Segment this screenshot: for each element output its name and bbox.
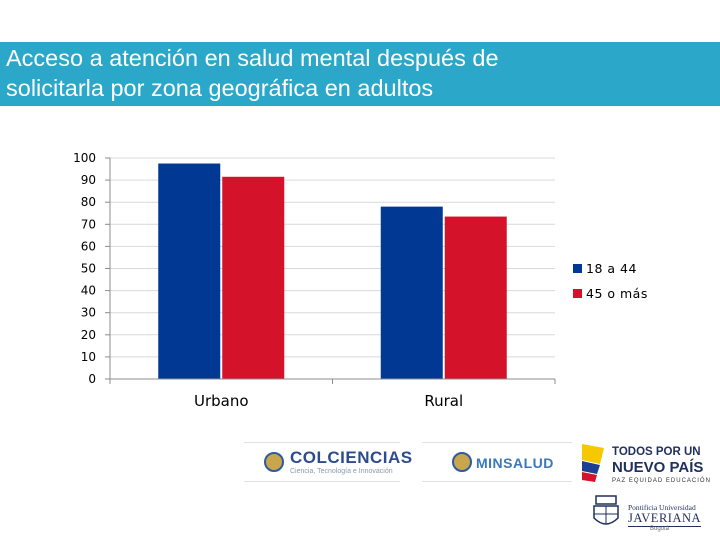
y-tick-label: 30 [81, 306, 96, 320]
y-tick-label: 10 [81, 350, 96, 364]
y-tick-label: 100 [73, 151, 96, 165]
legend-swatch [573, 289, 582, 298]
title-line-2: solicitarla por zona geográfica en adult… [6, 75, 434, 101]
javeriana-line1: Pontificia Universidad [628, 503, 696, 512]
todos-line3: PAZ EQUIDAD EDUCACIÓN [612, 478, 711, 484]
title-line-1: Acceso a atención en salud mental despué… [6, 45, 499, 71]
colombia-seal-icon [452, 452, 472, 472]
bar-rural-series-2 [444, 216, 507, 379]
title-bar: Acceso a atención en salud mental despué… [0, 42, 720, 106]
bar-chart: 0 10 20 30 40 50 60 70 80 90 100 Urbano Rural 18 a … [73, 151, 648, 410]
todos-line2: NUEVO PAÍS [612, 459, 704, 476]
x-category-label: Rural [424, 392, 463, 410]
y-tick-label: 70 [81, 217, 96, 231]
y-tick-label: 50 [81, 262, 96, 276]
y-tick-label: 90 [81, 173, 96, 187]
y-tick-label: 80 [81, 195, 96, 209]
colombia-seal-icon [264, 452, 284, 472]
javeriana-line3: Bogotá [650, 526, 670, 532]
todos-por-un-nuevo-pais-flag-icon [582, 444, 604, 482]
colciencias-name: COLCIENCIAS [290, 448, 413, 467]
colciencias-logo: COLCIENCIAS Ciencia, Tecnología e Innova… [244, 442, 412, 482]
x-category-label: Urbano [194, 392, 249, 410]
legend-label: 18 a 44 [586, 261, 637, 276]
y-tick-label: 60 [81, 239, 96, 253]
y-tick-label: 0 [88, 372, 96, 386]
y-tick-label: 20 [81, 328, 96, 342]
minsalud-logo: MINSALUD [422, 442, 572, 482]
bar-rural-series-1 [380, 206, 443, 379]
bar-urbano-series-1 [158, 163, 221, 379]
bar-urbano-series-2 [222, 176, 285, 379]
colciencias-subtitle: Ciencia, Tecnología e Innovación [290, 468, 393, 475]
todos-line1: TODOS POR UN [612, 446, 701, 458]
legend-swatch [573, 264, 582, 273]
minsalud-name: MINSALUD [476, 455, 554, 471]
javeriana-crest-icon [593, 495, 619, 525]
legend-label: 45 o más [586, 286, 648, 301]
y-tick-label: 40 [81, 284, 96, 298]
javeriana-line2: JAVERIANA [628, 511, 702, 527]
